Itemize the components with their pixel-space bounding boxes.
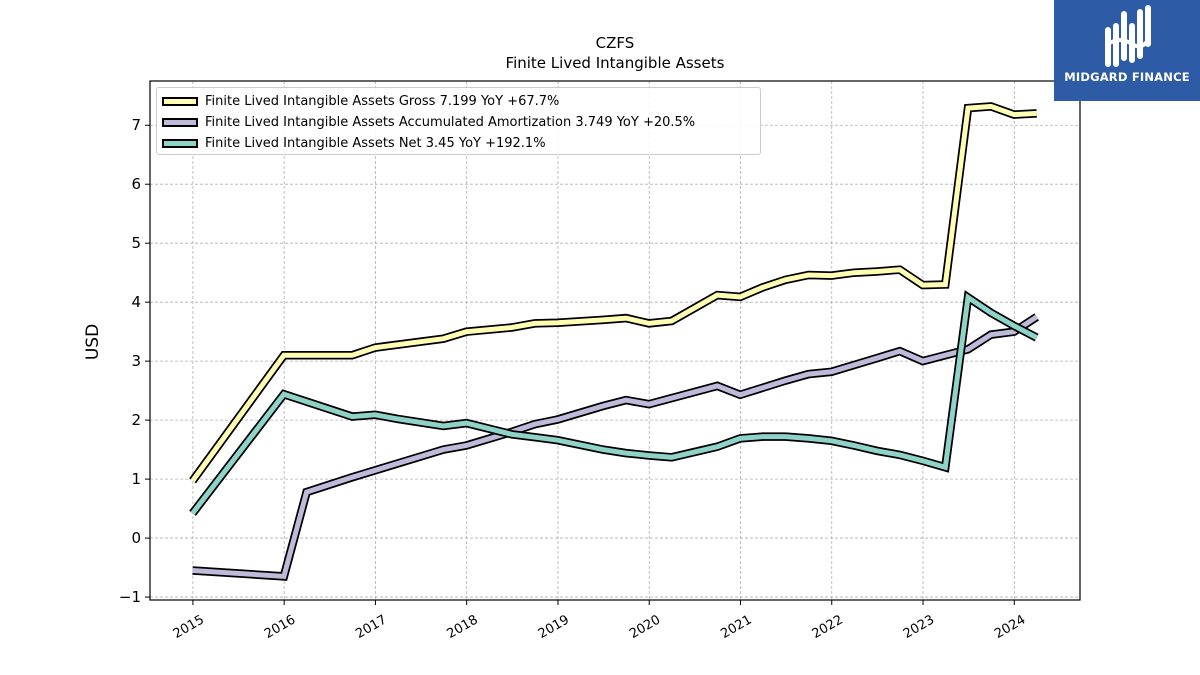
x-tick-label: 2023 (901, 612, 937, 642)
logo-mark-icon (1105, 5, 1151, 67)
axes: −1 0 1 2 3 4 5 6 7 2015 2016 2017 2018 2019 2020 2021 20… (119, 116, 1028, 642)
x-tick-label: 2021 (718, 612, 754, 642)
legend-label-net: Finite Lived Intangible Assets Net 3.45 … (205, 135, 546, 151)
x-tick-label: 2016 (262, 612, 298, 642)
y-axis-label: USD (83, 324, 103, 360)
series-line-1 (192, 314, 1039, 580)
brand-name: MIDGARD FINANCE (1064, 70, 1190, 84)
series-outline-0 (189, 102, 1037, 484)
series-line-0 (190, 103, 1037, 483)
x-tick-label: 2015 (171, 612, 207, 642)
brand-logo: MIDGARD FINANCE (1054, 0, 1200, 101)
x-tick-label: 2019 (536, 612, 572, 642)
legend: Finite Lived Intangible Assets Gross 7.1… (156, 87, 761, 155)
legend-label-amortization: Finite Lived Intangible Assets Accumulat… (205, 114, 696, 130)
legend-item-net: Finite Lived Intangible Assets Net 3.45 … (162, 133, 546, 153)
y-tick-label: 5 (131, 234, 141, 252)
legend-label-gross: Finite Lived Intangible Assets Gross 7.1… (205, 93, 560, 109)
legend-swatch-amortization (162, 117, 198, 127)
series-lines (189, 102, 1040, 581)
series-line-2 (190, 293, 1038, 515)
legend-swatch-net (162, 138, 198, 148)
grid (150, 81, 1080, 600)
x-tick-label: 2020 (627, 612, 663, 642)
y-tick-label: −1 (119, 588, 141, 606)
chart-subtitle: Finite Lived Intangible Assets (506, 54, 725, 72)
y-tick-label: 6 (131, 175, 141, 193)
x-tick-label: 2022 (810, 612, 846, 642)
y-tick-label: 3 (131, 352, 141, 370)
y-tick-label: 4 (131, 293, 141, 311)
x-tick-label: 2017 (353, 612, 389, 642)
legend-item-amortization: Finite Lived Intangible Assets Accumulat… (162, 112, 695, 132)
y-tick-label: 1 (131, 470, 141, 488)
chart-title: CZFS (596, 34, 635, 52)
legend-swatch-gross (162, 96, 198, 106)
plot-frame (149, 80, 1081, 601)
y-tick-label: 7 (131, 116, 141, 134)
x-tick-label: 2018 (445, 612, 481, 642)
legend-item-gross: Finite Lived Intangible Assets Gross 7.1… (162, 91, 559, 111)
y-tick-label: 0 (131, 529, 141, 547)
x-tick-label: 2024 (992, 612, 1028, 642)
y-tick-label: 2 (131, 411, 141, 429)
